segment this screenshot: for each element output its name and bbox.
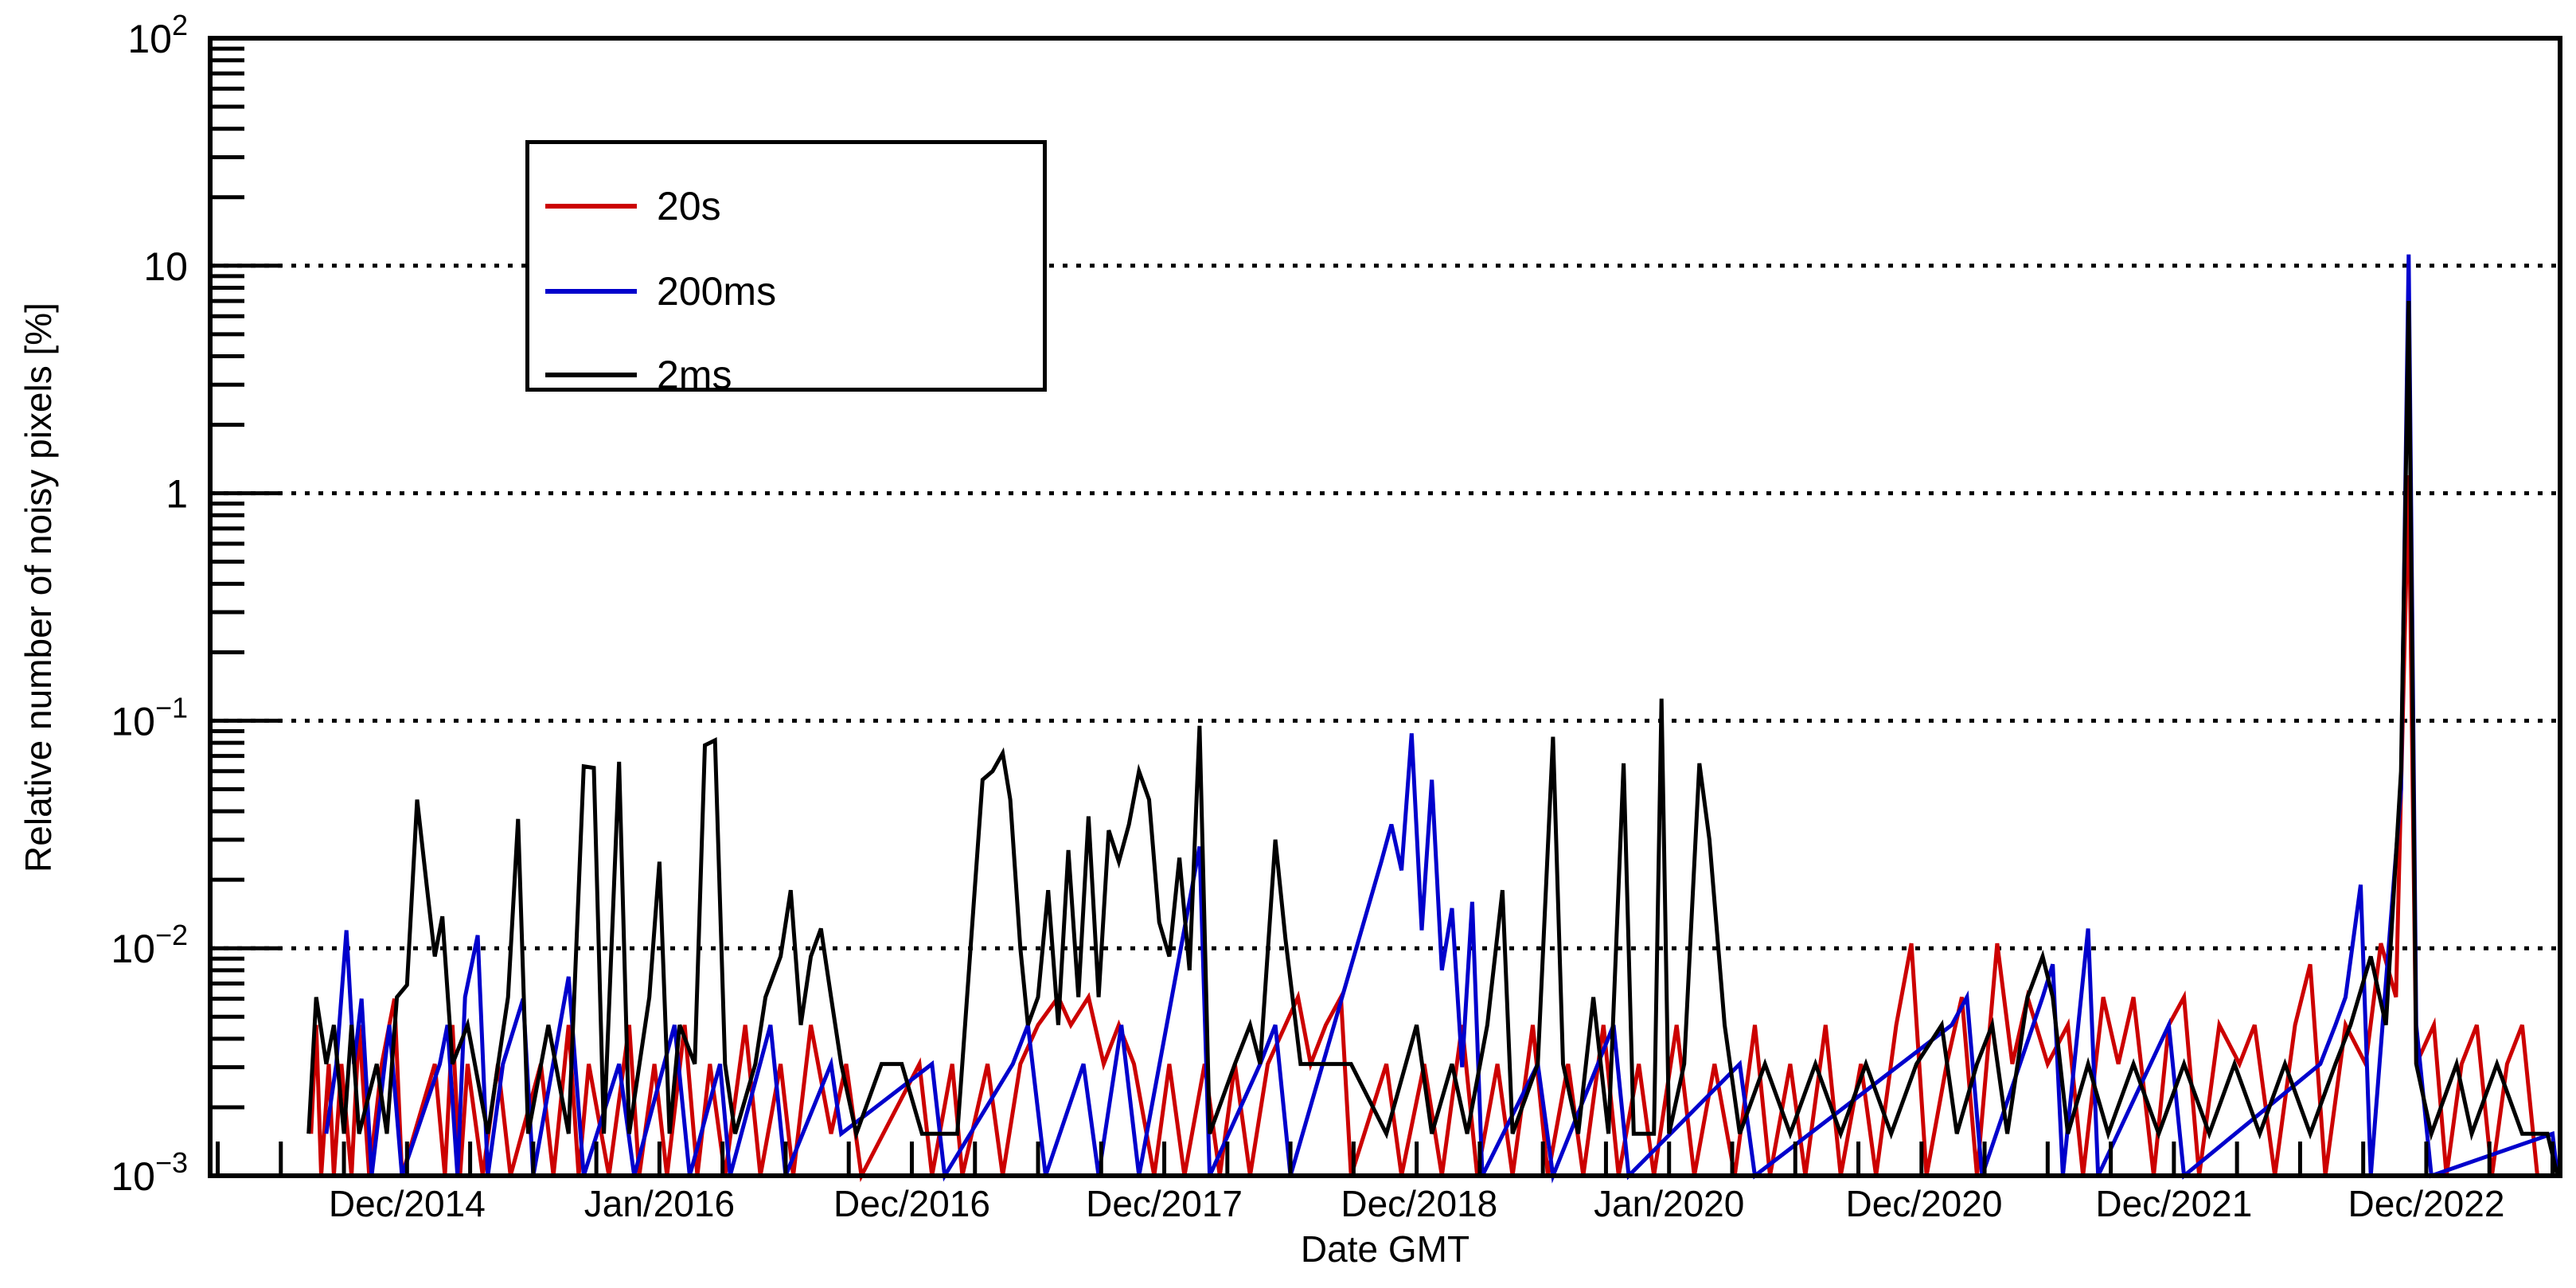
data-series (306, 254, 2560, 1184)
y-tick-label: 10−3 (111, 1146, 188, 1199)
series-line-2ms (306, 301, 2560, 1177)
x-tick-label: Dec/2017 (1086, 1183, 1243, 1224)
y-tick-label: 1 (166, 472, 188, 517)
legend-label: 2ms (657, 353, 732, 397)
legend-line-red-icon (545, 204, 637, 209)
x-tick-labels: Dec/2014 Jan/2016 Dec/2016 Dec/2017 Dec/2018… (329, 1183, 2505, 1224)
legend-entry-200ms: 200ms (545, 267, 776, 315)
legend: 20s 200ms 2ms (525, 140, 1047, 397)
x-tick-label: Jan/2020 (1594, 1183, 1744, 1224)
x-tick-label: Dec/2020 (1846, 1183, 2003, 1224)
y-tick-labels: 102 10 1 10−1 10−2 10−3 (111, 9, 188, 1199)
x-tick-label: Jan/2016 (584, 1183, 735, 1224)
y-tick-label: 102 (127, 9, 188, 61)
x-tick-label: Dec/2018 (1341, 1183, 1497, 1224)
x-tick-label: Dec/2014 (329, 1183, 486, 1224)
x-tick-label: Dec/2016 (833, 1183, 990, 1224)
axis-ticks (210, 36, 2555, 1178)
legend-label: 200ms (657, 269, 777, 314)
plot-frame (208, 36, 2562, 1178)
y-tick-label: 10−1 (111, 691, 188, 744)
y-axis-title: Relative number of noisy pixels [%] (18, 302, 59, 872)
legend-label: 20s (657, 184, 721, 228)
x-axis-title: Date GMT (1301, 1228, 1469, 1270)
x-tick-label: Dec/2021 (2095, 1183, 2252, 1224)
legend-entry-20s: 20s (545, 182, 721, 230)
series-line-20s (309, 474, 2539, 1183)
legend-line-blue-icon (545, 289, 637, 294)
legend-line-black-icon (545, 373, 637, 377)
y-tick-label: 10 (143, 244, 188, 289)
legend-entry-2ms: 2ms (545, 351, 732, 399)
y-tick-label: 10−2 (111, 919, 188, 971)
x-tick-label: Dec/2022 (2348, 1183, 2504, 1224)
